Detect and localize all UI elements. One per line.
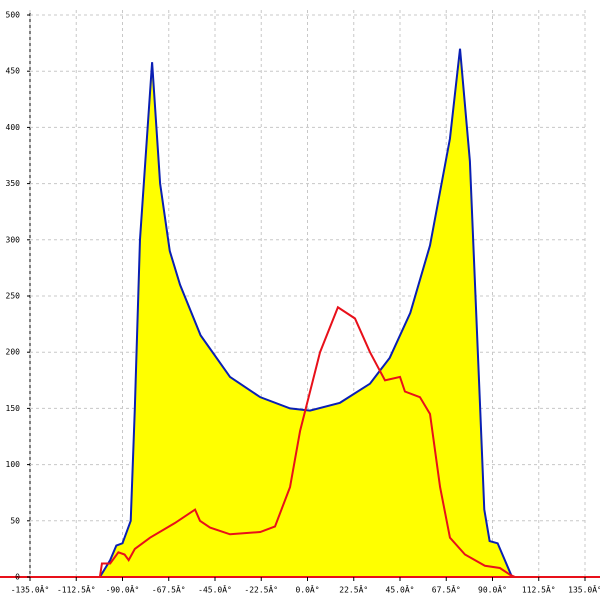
x-tick-label: -22.5Â° <box>244 584 278 595</box>
x-tick-label: 45.0Â° <box>386 584 415 595</box>
x-tick-label: 135.0Â° <box>568 584 600 595</box>
x-tick-label: 0.0Â° <box>295 584 319 595</box>
x-tick-label: 22.5Â° <box>339 584 368 595</box>
y-tick-label: 250 <box>6 292 21 301</box>
y-tick-label: 100 <box>6 460 21 469</box>
y-tick-label: 450 <box>6 67 21 76</box>
x-tick-label: -67.5Â° <box>152 584 186 595</box>
y-tick-label: 500 <box>6 11 21 20</box>
y-tick-label: 200 <box>6 348 21 357</box>
y-tick-label: 50 <box>10 516 20 525</box>
line <box>98 305 516 578</box>
area <box>99 48 513 578</box>
labels: 0 50 100 150 200 250 300 350 400 450 500 -135.0Â° -1… <box>6 11 600 595</box>
x-tick-label: -135.0Â° <box>11 584 50 595</box>
x-tick-label: -45.0Â° <box>198 584 232 595</box>
x-tick-label: -90.0Â° <box>106 584 140 595</box>
y-tick-label: 400 <box>6 123 21 132</box>
x-tick-label: 67.5Â° <box>432 584 461 595</box>
line <box>99 48 513 578</box>
y-tick-label: 150 <box>6 404 21 413</box>
marks <box>98 48 516 578</box>
x-tick-label: -112.5Â° <box>57 584 96 595</box>
x-tick-label: 90.0Â° <box>478 584 507 595</box>
y-tick-label: 350 <box>6 179 21 188</box>
y-tick-label: 300 <box>6 235 21 244</box>
x-tick-label: 112.5Â° <box>522 584 556 595</box>
y-tick-label: 0 <box>15 573 20 582</box>
